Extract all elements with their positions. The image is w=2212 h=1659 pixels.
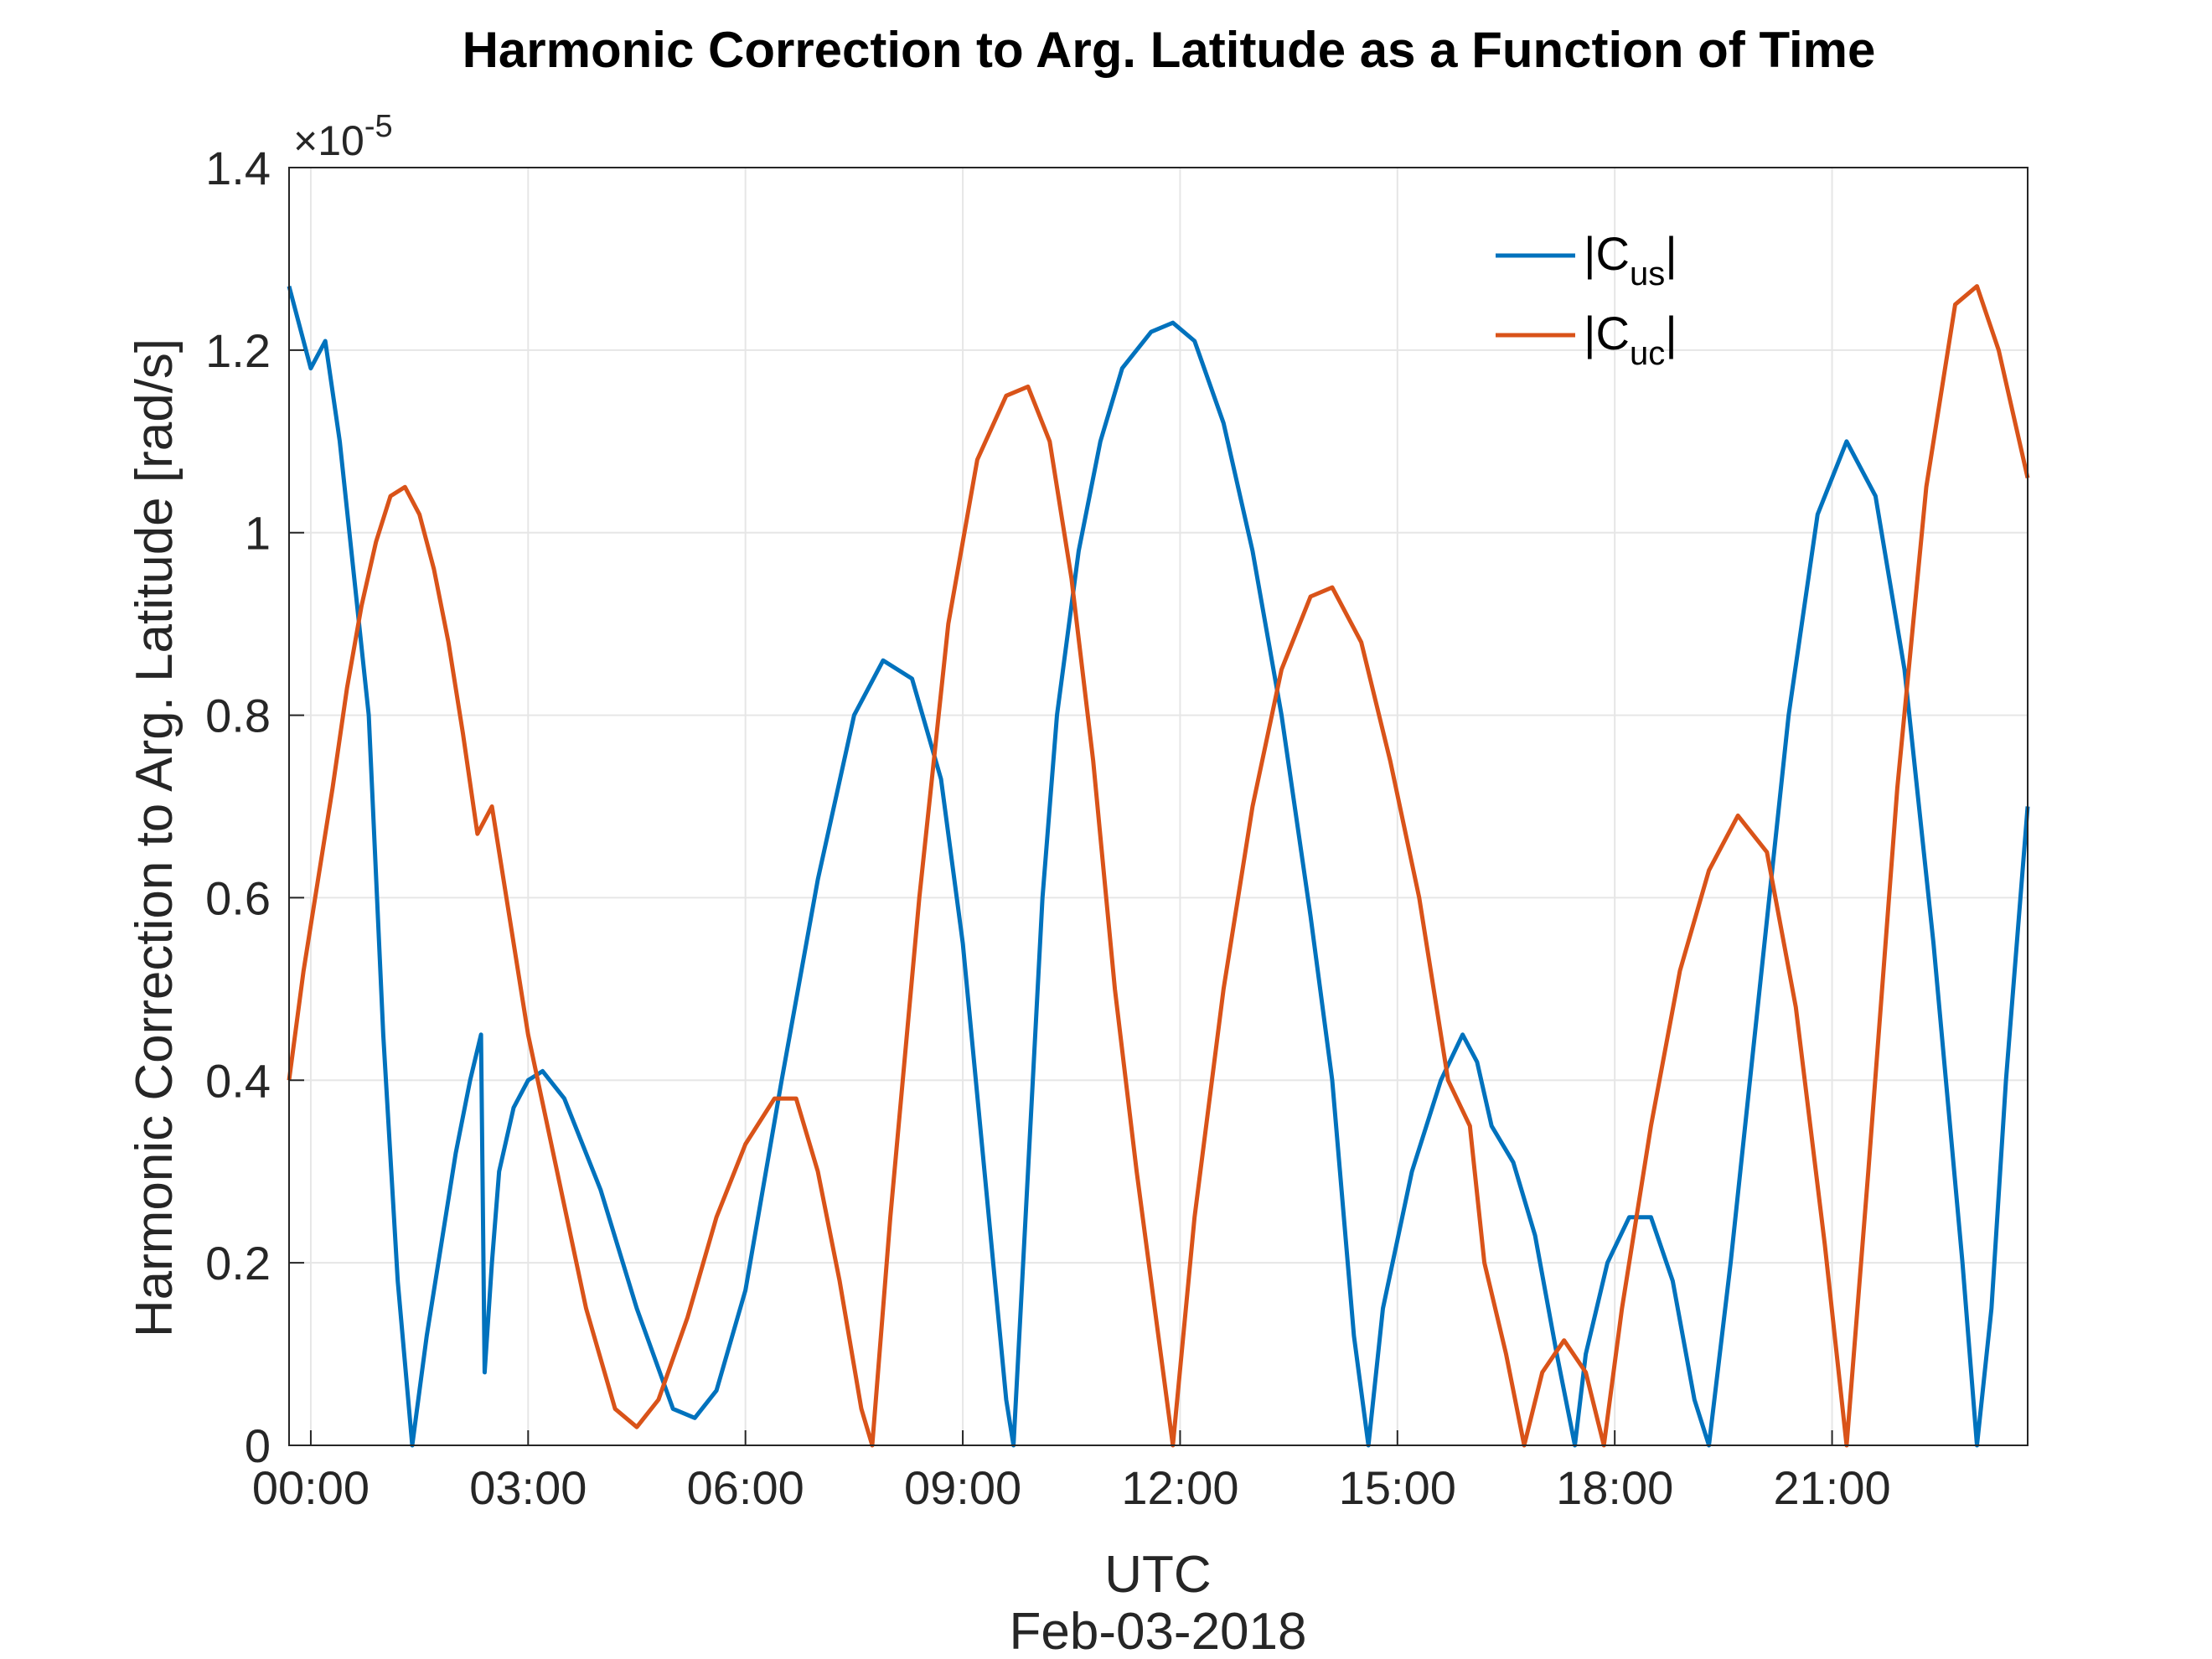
- y-tick-label: 0.8: [205, 690, 271, 742]
- y-exponent-power: -5: [364, 109, 393, 144]
- y-tick-label: 1.2: [205, 324, 271, 377]
- y-tick-label: 0.6: [205, 871, 271, 924]
- y-tick-label: 0.2: [205, 1237, 271, 1289]
- chart-title: Harmonic Correction to Arg. Latitude as …: [463, 22, 1876, 78]
- series-group: [287, 284, 2030, 1448]
- plot-area-frame: [288, 167, 2029, 1446]
- series-line-us: [287, 285, 2030, 1448]
- grid-lines: [289, 167, 2028, 1446]
- x-axis-date-label: Feb-03-2018: [1009, 1603, 1306, 1659]
- x-tick-label: 15:00: [1339, 1461, 1456, 1514]
- series-line-uc: [287, 284, 2030, 1448]
- legend-label-cuc-name: |C: [1584, 307, 1630, 359]
- y-exponent-label: ×10-5: [293, 109, 393, 164]
- y-tick-label: 1: [245, 507, 271, 560]
- x-axis-label: UTC: [1104, 1546, 1211, 1604]
- legend-label-cus-name: |C: [1584, 227, 1630, 280]
- x-tick-label: 18:00: [1556, 1461, 1673, 1514]
- y-axis-label: Harmonic Correction to Arg. Latitude [ra…: [126, 339, 183, 1337]
- x-tick-label: 03:00: [469, 1461, 587, 1514]
- x-tick-label: 09:00: [904, 1461, 1021, 1514]
- x-tick-label: 21:00: [1773, 1461, 1890, 1514]
- y-exponent-base: ×10: [293, 117, 364, 164]
- legend-label-cus: |Cus|: [1584, 227, 1677, 292]
- legend-label-cuc-sub: uc: [1630, 335, 1665, 372]
- y-tick-label: 1.4: [205, 142, 271, 194]
- legend: |Cus| |Cuc|: [1496, 227, 1677, 372]
- x-axis-ticks: 00:00 03:00 06:00 09:00 12:00 15:00 18:00 21:00: [252, 1430, 1891, 1514]
- legend-label-cuc: |Cuc|: [1584, 307, 1677, 372]
- x-tick-label: 06:00: [687, 1461, 804, 1514]
- y-tick-label: 0: [245, 1419, 271, 1472]
- y-axis-ticks: 0 0.2 0.4 0.6 0.8 1 1.2 1.4: [205, 142, 304, 1472]
- x-tick-label: 00:00: [252, 1461, 370, 1514]
- y-tick-label: 0.4: [205, 1054, 271, 1107]
- x-tick-label: 12:00: [1121, 1461, 1238, 1514]
- legend-label-cus-sub: us: [1630, 256, 1665, 292]
